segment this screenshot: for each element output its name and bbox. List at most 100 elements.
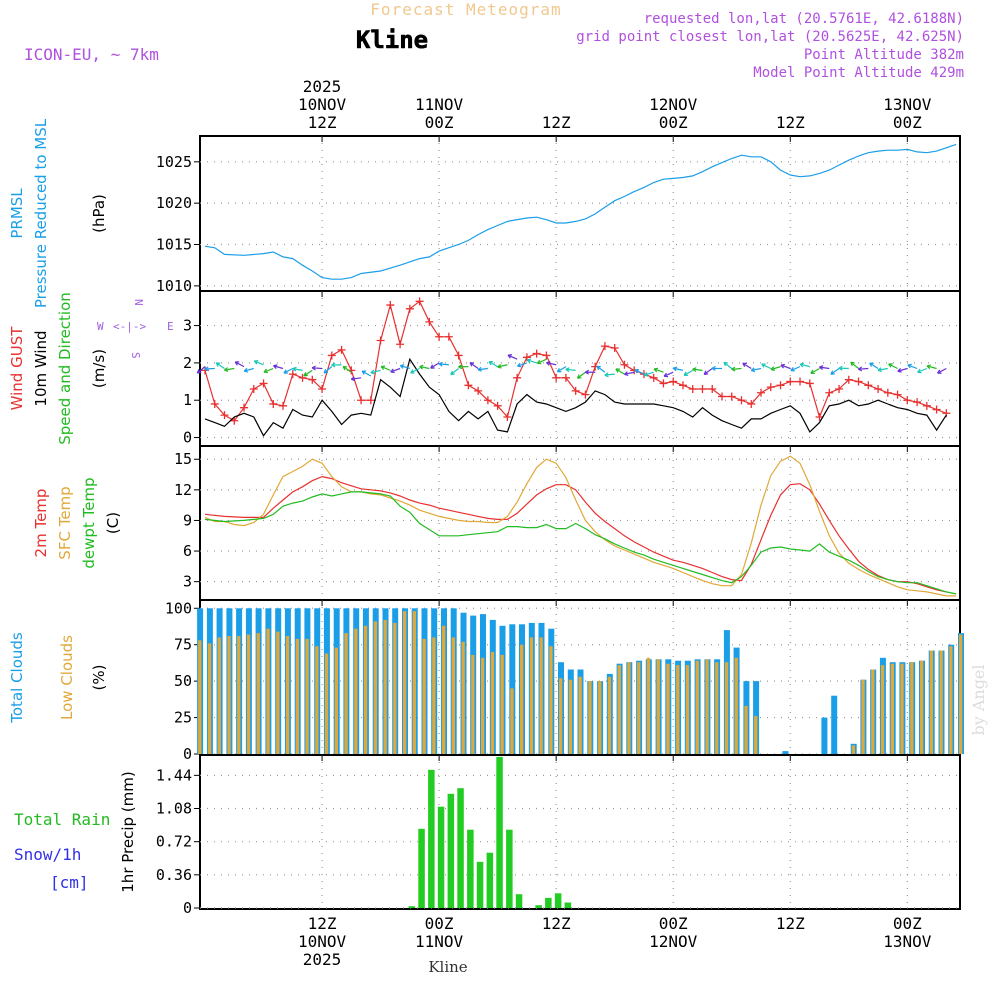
- bar-low-clouds: [724, 662, 729, 754]
- wind-direction-arrow: [263, 367, 274, 374]
- gust-marker: [318, 385, 327, 394]
- bar-low-clouds: [637, 662, 641, 754]
- bar-low-clouds: [315, 646, 319, 754]
- wind-direction-arrow: [331, 362, 342, 368]
- wind-direction-arrow: [215, 362, 225, 369]
- gust-marker: [552, 373, 561, 382]
- bar-low-clouds: [383, 619, 387, 754]
- wind-direction-arrow: [731, 366, 742, 372]
- bar-total-rain: [564, 902, 572, 908]
- wind-direction-arrow: [819, 365, 830, 370]
- gust-marker: [844, 375, 853, 384]
- wind-direction-arrow: [243, 367, 254, 373]
- y-tick-label: 0.36: [156, 866, 192, 884]
- gust-marker: [298, 373, 307, 382]
- panel-frame: [199, 445, 961, 601]
- wind-direction-arrow: [838, 365, 849, 371]
- wind-direction-arrow: [672, 366, 684, 372]
- bar-low-clouds: [373, 621, 377, 754]
- bar-low-clouds: [403, 611, 407, 754]
- time-label-bottom: 10NOV: [298, 932, 347, 951]
- gust-marker: [220, 411, 229, 420]
- gust-marker: [835, 385, 844, 394]
- bar-total-clouds: [821, 717, 828, 754]
- gust-marker: [405, 304, 414, 313]
- credit-watermark: by Angel: [969, 664, 988, 735]
- grid-point-coords: grid point closest lon,lat (20.5625E, 42…: [576, 29, 964, 45]
- gust-marker: [717, 392, 726, 401]
- gust-marker: [493, 401, 502, 410]
- bar-low-clouds: [412, 611, 416, 754]
- bar-low-clouds: [363, 625, 368, 754]
- bar-low-clouds: [656, 659, 660, 754]
- gust-marker: [620, 360, 629, 369]
- wind-direction-arrow: [643, 371, 654, 377]
- wind-direction-arrow: [790, 366, 801, 372]
- bar-low-clouds: [285, 636, 290, 754]
- wind-direction-arrow: [204, 366, 215, 372]
- bar-low-clouds: [900, 663, 904, 754]
- bar-total-rain: [437, 806, 445, 908]
- gust-marker: [659, 379, 668, 388]
- bar-low-clouds: [695, 660, 699, 754]
- panel-label: Total Clouds: [8, 632, 26, 724]
- time-label-top: 10NOV: [298, 95, 347, 114]
- bar-low-clouds: [246, 634, 251, 754]
- bar-low-clouds: [490, 652, 495, 754]
- wind-direction-arrow: [711, 365, 723, 371]
- time-label-top: 00Z: [659, 113, 688, 132]
- time-label-bottom: 12Z: [776, 914, 805, 933]
- time-label-top: 12NOV: [649, 95, 698, 114]
- gust-marker: [737, 396, 746, 405]
- bar-low-clouds: [471, 654, 475, 754]
- bar-low-clouds: [627, 662, 631, 754]
- gust-marker: [776, 381, 785, 390]
- panel-label: [cm]: [50, 873, 89, 892]
- wind-direction-arrow: [450, 368, 459, 376]
- bar-low-clouds: [929, 650, 933, 754]
- wind-direction-arrow: [196, 366, 206, 374]
- bar-low-clouds: [422, 638, 426, 754]
- gust-marker: [922, 401, 931, 410]
- panel-unit: (hPa): [90, 194, 108, 233]
- bar-low-clouds: [344, 633, 348, 754]
- compass-east: E: [167, 320, 174, 333]
- wind-direction-arrow: [565, 367, 576, 373]
- y-tick-label: 0: [183, 745, 192, 763]
- bar-low-clouds: [227, 636, 231, 754]
- bar-low-clouds: [237, 636, 241, 754]
- bar-low-clouds: [851, 745, 855, 754]
- wind-direction-arrow: [224, 367, 235, 372]
- y-tick-label: 1: [183, 391, 192, 409]
- bar-total-rain: [476, 861, 484, 908]
- gust-marker: [435, 332, 444, 341]
- wind-direction-arrow: [361, 370, 372, 377]
- wind-direction-arrow: [850, 361, 859, 369]
- gust-marker: [522, 353, 531, 362]
- wind-direction-arrow: [858, 366, 869, 372]
- gust-marker: [698, 385, 707, 394]
- bar-total-rain: [428, 769, 435, 908]
- panel-label: Wind GUST: [8, 326, 26, 411]
- wind-direction-arrow: [770, 366, 781, 371]
- model-name: ICON-EU, ~ 7km: [24, 45, 159, 64]
- series-line-10m-wind: [204, 357, 947, 437]
- wind-direction-arrow: [507, 354, 518, 360]
- bar-total-rain: [535, 905, 542, 908]
- bar-low-clouds: [578, 676, 582, 754]
- gust-marker: [308, 375, 317, 384]
- panel-frame: [199, 135, 961, 292]
- bar-low-clouds: [715, 662, 719, 754]
- gust-marker: [571, 386, 580, 395]
- y-tick-label: 2: [183, 354, 192, 372]
- panel-label: SFC Temp: [56, 486, 74, 559]
- wind-direction-arrow: [350, 376, 362, 382]
- compass-west: W: [97, 320, 104, 333]
- bar-low-clouds: [959, 634, 963, 754]
- time-label-top: 12Z: [542, 113, 571, 132]
- series-line-wind-gust: [204, 300, 947, 422]
- bar-low-clouds: [861, 679, 865, 754]
- wind-direction-arrow: [604, 372, 615, 378]
- location-title: Kline: [356, 26, 428, 54]
- bar-low-clouds: [442, 625, 446, 754]
